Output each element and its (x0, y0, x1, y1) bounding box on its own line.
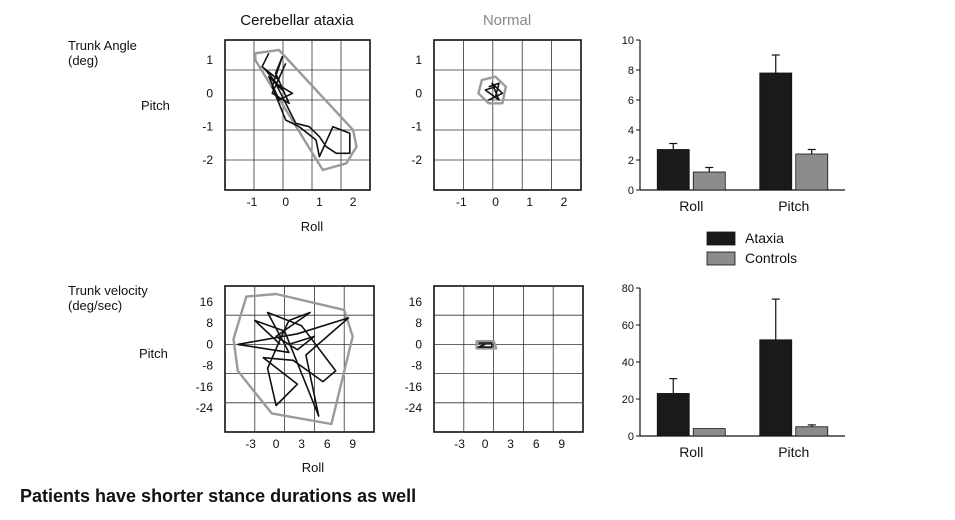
x-tick-label: 6 (324, 437, 331, 451)
panel-frame (433, 285, 584, 433)
row-label: (deg) (68, 53, 98, 68)
x-tick-label: -1 (247, 195, 258, 209)
y-tick-label: -24 (196, 401, 214, 415)
sway-hull (232, 292, 354, 426)
y-tick-label: 10 (622, 35, 634, 47)
y-tick-label: 40 (622, 357, 634, 369)
y-tick-label: -1 (202, 120, 213, 134)
row-label: Trunk velocity (68, 283, 148, 298)
sway-trace (484, 82, 504, 101)
y-tick-label: -1 (411, 120, 422, 134)
y-tick-label: -8 (411, 359, 422, 373)
y-tick-label: 0 (206, 337, 213, 351)
bar-ataxia (759, 72, 793, 191)
axis-label-pitch: Pitch (141, 98, 170, 113)
sway-trace (261, 52, 351, 158)
bar-controls (795, 426, 829, 437)
bar-ataxia (759, 339, 793, 437)
x-tick-label: -3 (454, 437, 465, 451)
y-tick-label: 0 (415, 86, 422, 100)
x-tick-label: 9 (558, 437, 565, 451)
y-tick-label: 0 (628, 431, 634, 443)
y-tick-label: -16 (196, 380, 214, 394)
sway-trace (477, 342, 493, 348)
legend-swatch-ataxia (706, 231, 736, 246)
legend-label-ataxia: Ataxia (745, 230, 784, 246)
x-tick-label: 6 (533, 437, 540, 451)
y-tick-label: 8 (415, 316, 422, 330)
sway-hull (254, 48, 358, 172)
scatter-panel-trunk-angle-ataxia: -1 0 1 2 1 0 -1 -2 (202, 39, 371, 209)
y-tick-label: 4 (628, 125, 634, 137)
sway-hull (477, 75, 507, 105)
caption: Patients have shorter stance durations a… (20, 486, 417, 506)
bar-panel-trunk-angle-summary: 0 2 4 6 8 10 Roll Pitch (622, 35, 845, 214)
axis-label-roll: Roll (302, 460, 325, 475)
y-tick-label: -16 (405, 380, 423, 394)
x-tick-label: 1 (316, 195, 323, 209)
category-label: Pitch (778, 444, 809, 460)
scatter-panel-trunk-angle-normal: -1 0 1 2 1 0 -1 -2 (411, 39, 582, 209)
x-tick-label: 2 (561, 195, 568, 209)
x-tick-label: 0 (273, 437, 280, 451)
x-tick-label: 0 (482, 437, 489, 451)
panel-frame (433, 39, 582, 191)
y-tick-label: 20 (622, 394, 634, 406)
y-tick-label: 2 (628, 155, 634, 167)
row-label: (deg/sec) (68, 298, 122, 313)
bar-controls (795, 153, 829, 191)
row-label: Trunk Angle (68, 38, 137, 53)
bar-controls (692, 171, 726, 191)
x-tick-label: 0 (492, 195, 499, 209)
bar-ataxia (656, 393, 690, 437)
x-tick-label: 3 (507, 437, 514, 451)
axis-label-roll: Roll (301, 219, 324, 234)
scatter-panel-trunk-velocity-normal: -3 0 3 6 9 16 8 0 -8 -16 -24 (405, 285, 584, 451)
x-tick-label: 3 (298, 437, 305, 451)
panel-frame (224, 39, 371, 191)
category-label: Roll (679, 444, 703, 460)
y-tick-label: 16 (200, 295, 214, 309)
y-tick-label: 0 (628, 185, 634, 197)
panel-frame (224, 285, 375, 433)
y-tick-label: 1 (206, 53, 213, 67)
x-tick-label: 0 (282, 195, 289, 209)
x-tick-label: 9 (349, 437, 356, 451)
column-title-ataxia: Cerebellar ataxia (240, 12, 354, 29)
y-tick-label: -2 (411, 153, 422, 167)
y-tick-label: 0 (206, 86, 213, 100)
y-tick-label: -8 (202, 359, 213, 373)
y-tick-label: -2 (202, 153, 213, 167)
x-tick-label: 1 (526, 195, 533, 209)
y-tick-label: 8 (206, 316, 213, 330)
x-tick-label: -1 (456, 195, 467, 209)
y-tick-label: 8 (628, 65, 634, 77)
bar-controls (692, 428, 726, 437)
column-title-normal: Normal (483, 12, 531, 29)
sway-trace (237, 311, 350, 417)
figure: Cerebellar ataxia Normal Trunk Angle(deg) T… (68, 12, 845, 475)
y-tick-label: 16 (409, 295, 423, 309)
scatter-panel-trunk-velocity-ataxia: -3 0 3 6 9 16 8 0 -8 -16 -24 (196, 285, 375, 451)
y-tick-label: 0 (415, 337, 422, 351)
category-label: Roll (679, 198, 703, 214)
category-label: Pitch (778, 198, 809, 214)
axis-label-pitch: Pitch (139, 346, 168, 361)
bar-ataxia (656, 149, 690, 191)
y-tick-label: -24 (405, 401, 423, 415)
x-tick-label: -3 (245, 437, 256, 451)
sway-hull (475, 340, 498, 350)
y-tick-label: 1 (415, 53, 422, 67)
bar-panel-trunk-velocity-summary: 0 20 40 60 80 Roll Pitch (622, 283, 845, 460)
legend-label-controls: Controls (745, 250, 797, 266)
y-tick-label: 6 (628, 95, 634, 107)
x-tick-label: 2 (350, 195, 357, 209)
legend-swatch-controls (706, 251, 736, 266)
y-tick-label: 60 (622, 320, 634, 332)
y-tick-label: 80 (622, 283, 634, 295)
